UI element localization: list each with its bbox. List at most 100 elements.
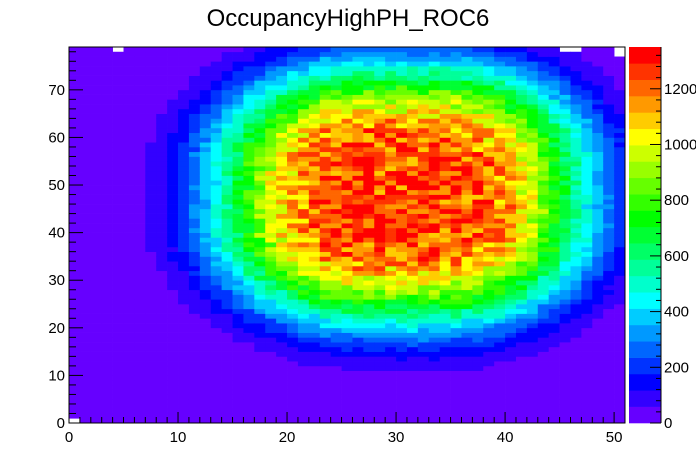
heatmap-cell <box>439 123 451 129</box>
heatmap-cell <box>483 165 495 172</box>
heatmap-cell <box>123 113 135 119</box>
heatmap-cell <box>308 66 321 72</box>
heatmap-cell <box>156 123 168 129</box>
heatmap-cell <box>308 227 321 233</box>
heatmap-cell <box>276 280 288 286</box>
heatmap-cell <box>276 403 288 410</box>
heatmap-cell <box>287 256 299 262</box>
heatmap-cell <box>232 304 244 310</box>
heatmap-cell <box>308 175 321 181</box>
heatmap-cell <box>123 237 135 243</box>
heatmap-cell <box>603 342 615 348</box>
heatmap-cell <box>548 327 560 333</box>
heatmap-cell <box>330 323 342 329</box>
heatmap-cell <box>112 394 124 400</box>
heatmap-cell <box>178 204 190 210</box>
heatmap-cell <box>374 242 386 248</box>
heatmap-cell <box>581 161 593 167</box>
heatmap-cell <box>330 327 342 333</box>
heatmap-cell <box>592 75 604 81</box>
heatmap-cell <box>581 384 593 391</box>
heatmap-cell <box>199 251 212 257</box>
heatmap-cell <box>254 208 266 214</box>
heatmap-cell <box>450 246 462 253</box>
heatmap-cell <box>396 94 408 100</box>
heatmap-cell <box>79 265 92 272</box>
heatmap-cell <box>406 189 419 195</box>
heatmap-cell <box>287 194 299 200</box>
heatmap-cell <box>188 118 201 124</box>
heatmap-cell <box>319 199 331 205</box>
heatmap-cell <box>90 256 103 262</box>
heatmap-cell <box>330 132 342 138</box>
heatmap-cell <box>276 89 288 95</box>
heatmap-cell <box>428 80 441 86</box>
heatmap-cell <box>515 332 528 338</box>
heatmap-cell <box>406 342 419 348</box>
heatmap-cell <box>287 199 299 205</box>
heatmap-cell <box>79 165 92 172</box>
heatmap-cell <box>178 275 190 281</box>
heatmap-cell <box>385 137 397 143</box>
heatmap-cell <box>341 99 353 105</box>
heatmap-cell <box>483 380 495 386</box>
heatmap-cell <box>505 284 517 291</box>
heatmap-cell <box>341 213 353 219</box>
heatmap-cell <box>515 370 528 376</box>
heatmap-cell <box>276 94 288 100</box>
heatmap-cell <box>494 189 506 195</box>
heatmap-cell <box>319 237 331 243</box>
heatmap-cell <box>308 318 321 324</box>
heatmap-cell <box>406 194 419 200</box>
heatmap-cell <box>396 413 408 419</box>
heatmap-cell <box>614 294 626 300</box>
heatmap-cell <box>461 185 473 191</box>
heatmap-cell <box>374 75 386 81</box>
heatmap-cell <box>167 256 179 262</box>
heatmap-cell <box>483 332 495 338</box>
heatmap-cell <box>461 289 473 295</box>
heatmap-cell <box>297 394 310 400</box>
heatmap-cell <box>167 123 179 129</box>
heatmap-cell <box>145 199 157 205</box>
heatmap-cell <box>287 189 299 195</box>
heatmap-cell <box>614 308 626 314</box>
heatmap-cell <box>592 265 604 272</box>
heatmap-cell <box>265 408 277 414</box>
heatmap-cell <box>548 156 560 162</box>
heatmap-cell <box>112 275 124 281</box>
colorbar-segment <box>629 406 661 424</box>
heatmap-cell <box>341 418 353 424</box>
heatmap-cell <box>297 323 310 329</box>
heatmap-cell <box>483 223 495 229</box>
heatmap-cell <box>134 323 146 329</box>
heatmap-cell <box>90 113 103 119</box>
heatmap-cell <box>396 204 408 210</box>
heatmap-cell <box>265 332 277 338</box>
heatmap-cell <box>614 108 626 114</box>
heatmap-cell <box>167 289 179 295</box>
heatmap-cell <box>319 308 331 314</box>
heatmap-cell <box>112 413 124 419</box>
heatmap-cell <box>396 123 408 129</box>
heatmap-cell <box>101 66 113 72</box>
heatmap-cell <box>461 75 473 81</box>
heatmap-cell <box>537 165 550 172</box>
heatmap-cell <box>221 294 233 300</box>
heatmap-cell <box>352 218 364 224</box>
heatmap-cell <box>352 94 364 100</box>
heatmap-cell <box>221 199 233 205</box>
heatmap-cell <box>537 418 550 424</box>
heatmap-cell <box>297 265 310 272</box>
heatmap-cell <box>254 256 266 262</box>
heatmap-cell <box>254 113 266 119</box>
heatmap-cell <box>396 332 408 338</box>
heatmap-cell <box>221 394 233 400</box>
heatmap-cell <box>265 47 277 53</box>
heatmap-cell <box>123 256 135 262</box>
heatmap-cell <box>352 375 364 381</box>
heatmap-cell <box>254 156 266 162</box>
heatmap-cell <box>145 137 157 143</box>
heatmap-cell <box>101 361 113 367</box>
